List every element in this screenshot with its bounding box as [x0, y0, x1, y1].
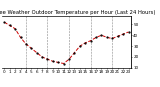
Title: Milwaukee Weather Outdoor Temperature per Hour (Last 24 Hours): Milwaukee Weather Outdoor Temperature pe…: [0, 10, 155, 15]
